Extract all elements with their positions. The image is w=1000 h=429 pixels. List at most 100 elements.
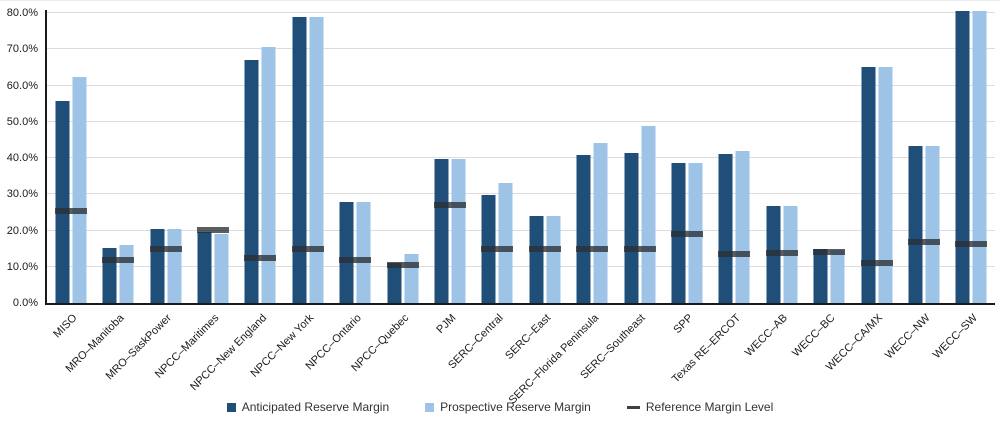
bar-pair <box>624 126 656 303</box>
legend-item-prospective: Prospective Reserve Margin <box>425 400 591 414</box>
reference-margin-marker <box>339 256 372 263</box>
gridline-80 <box>47 12 995 13</box>
bar-anticipated <box>576 154 591 303</box>
bar-pair <box>718 150 750 303</box>
legend-item-anticipated: Anticipated Reserve Margin <box>226 400 390 414</box>
y-axis-tick-label: 40.0% <box>6 152 38 164</box>
bar-prospective <box>451 159 466 303</box>
reference-margin-marker <box>765 250 798 257</box>
legend-item-reference: Reference Margin Level <box>626 400 774 414</box>
prospective-swatch-icon <box>425 402 435 412</box>
reference-margin-marker <box>196 226 229 233</box>
reference-margin-marker <box>670 231 703 238</box>
bar-anticipated <box>813 248 828 303</box>
y-axis-line <box>45 10 47 303</box>
anticipated-swatch-icon <box>226 402 236 412</box>
bar-prospective <box>119 245 134 303</box>
bar-group-SERC–Florida Peninsula <box>568 3 615 303</box>
x-label-cell: NPCC–Quebec <box>349 306 426 394</box>
bar-group-SERC–Central <box>474 3 521 303</box>
legend-label: Reference Margin Level <box>645 400 774 414</box>
reference-margin-marker <box>860 260 893 267</box>
y-axis-tick-label: 30.0% <box>6 188 38 201</box>
bar-group-WECC–BC <box>806 3 853 303</box>
bar-prospective <box>309 17 324 303</box>
reference-margin-marker <box>908 238 941 245</box>
gridline-60 <box>47 84 995 86</box>
bar-prospective <box>972 10 987 303</box>
bar-group-NPCC–Maritimes <box>189 3 236 303</box>
bar-prospective <box>735 150 750 303</box>
bar-group-Texas RE–ERCOT <box>711 3 758 303</box>
y-axis-tick-label: 80.0% <box>6 7 38 19</box>
bar-group-WECC–SW <box>948 3 995 303</box>
bar-prospective <box>356 201 371 303</box>
bar-anticipated <box>624 152 639 303</box>
bar-pair <box>292 17 324 303</box>
bar-prospective <box>72 77 87 303</box>
bar-group-WECC–NW <box>900 3 947 303</box>
gridline-10 <box>47 265 995 267</box>
x-axis-category-label: MISO <box>50 312 80 341</box>
bar-anticipated <box>955 10 970 303</box>
bar-pair <box>102 245 134 303</box>
bar-group-NPCC–Quebec <box>379 3 426 303</box>
reference-margin-marker <box>718 250 751 257</box>
gridline-40 <box>47 157 995 158</box>
bar-pair <box>576 142 608 303</box>
legend-label: Anticipated Reserve Margin <box>241 400 390 414</box>
bar-pair <box>955 10 987 303</box>
bar-anticipated <box>197 231 212 303</box>
reference-margin-marker <box>149 245 182 252</box>
reference-margin-marker <box>386 261 419 268</box>
y-axis-tick-label: 70.0% <box>6 43 38 56</box>
bar-group-SERC–Southeast <box>616 3 663 303</box>
reference-margin-marker <box>102 256 135 263</box>
reference-margin-marker <box>244 254 277 261</box>
bar-prospective <box>261 46 276 303</box>
bar-anticipated <box>244 60 259 303</box>
bar-prospective <box>641 126 656 303</box>
bar-prospective <box>214 233 229 303</box>
y-axis-tick-label: 50.0% <box>6 115 38 128</box>
reference-margin-marker <box>291 245 324 252</box>
bar-group-MRO–SaskPower <box>142 3 189 303</box>
bar-pair <box>908 146 940 303</box>
x-axis-line <box>45 303 995 305</box>
bar-group-MRO–Manitoba <box>94 3 141 303</box>
bar-anticipated <box>434 159 449 303</box>
x-axis-category-labels: MISO MRO–Manitoba MRO–SaskPower NPCC–Mariti… <box>47 306 995 407</box>
bar-group-WECC–AB <box>758 3 805 303</box>
bar-group-SERC–East <box>521 3 568 303</box>
bar-anticipated <box>387 262 402 303</box>
bar-pair <box>339 201 371 303</box>
x-axis-category-label: SPP <box>671 312 696 337</box>
bar-anticipated <box>150 229 165 303</box>
bar-pair <box>150 228 182 303</box>
bar-prospective <box>925 146 940 303</box>
reference-margin-marker <box>576 245 609 252</box>
reference-margin-marker <box>433 202 466 209</box>
y-axis-tick-label: 10.0% <box>6 260 38 273</box>
bar-anticipated <box>529 216 544 303</box>
bar-pair <box>434 159 466 303</box>
bar-prospective <box>830 250 845 303</box>
bar-prospective <box>498 183 513 303</box>
bar-prospective <box>546 215 561 303</box>
bar-anticipated <box>339 201 354 303</box>
gridline-20 <box>47 229 995 231</box>
reference-margin-marker <box>481 245 514 252</box>
reference-margin-marker <box>813 249 846 256</box>
bar-group-SPP <box>663 3 710 303</box>
bar-group-WECC–CA/MX <box>853 3 900 303</box>
bar-pair <box>197 231 229 303</box>
gridline-30 <box>47 193 995 195</box>
y-axis-tick-label: 20.0% <box>6 224 38 237</box>
reference-margin-marker <box>528 245 561 252</box>
reference-dash-icon <box>626 405 640 409</box>
reference-margin-marker <box>54 207 87 214</box>
gridline-50 <box>47 120 995 122</box>
bar-anticipated <box>861 66 876 303</box>
bar-group-NPCC–New England <box>237 3 284 303</box>
bar-pair <box>244 46 276 303</box>
